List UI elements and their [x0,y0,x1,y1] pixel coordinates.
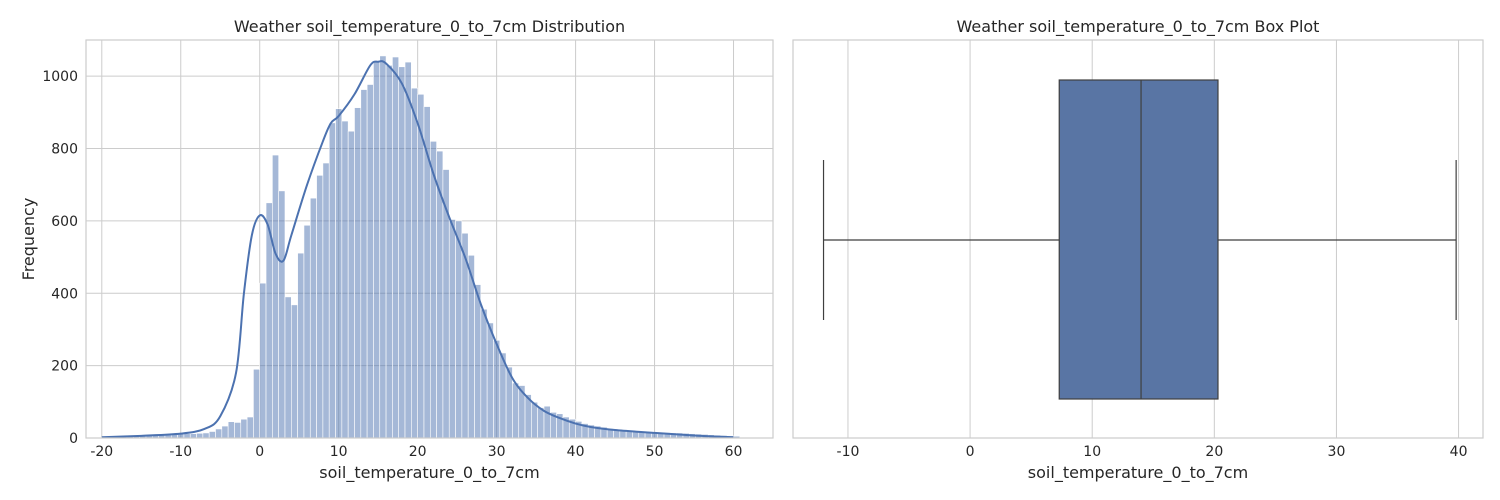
histogram-bar [208,431,216,439]
histogram-bar [309,197,317,439]
x-tick-label: 60 [725,444,743,460]
histogram-bar [202,432,210,439]
interquartile-box [1058,79,1219,400]
histogram-bar [366,84,374,439]
histogram-bar [284,296,292,439]
histogram-bar [297,252,305,439]
x-tick-label: 30 [1328,444,1346,460]
histogram-bar [246,416,254,439]
x-tick-label: 10 [330,444,348,460]
x-tick-label: 20 [1205,444,1223,460]
histogram-bar [303,224,311,439]
histogram-bar [392,56,400,439]
y-tick-label: 600 [51,214,78,230]
histogram-bar [417,93,425,439]
histogram-frame [85,39,774,439]
histogram-bar [493,340,501,439]
histogram-bar [360,89,368,439]
histogram-bar [537,407,545,439]
x-tick-label: 0 [255,444,264,460]
histogram-bar [531,401,538,439]
x-tick-label: -10 [169,444,192,460]
histogram-bar [455,220,463,439]
histogram-bar [486,322,494,439]
histogram-bar [512,382,520,439]
histogram-bar [234,422,242,439]
kde-curve [101,60,734,439]
histogram-bar [278,190,286,439]
histogram-bar [411,87,418,439]
x-tick-label: 30 [488,444,506,460]
histogram-bar [259,282,267,439]
y-axis-label: Frequency [19,198,38,281]
histogram-bar [328,122,336,439]
histogram-bar [215,428,223,439]
x-tick-label: 20 [409,444,427,460]
histogram-bar [347,130,355,439]
histogram-bar [189,433,197,439]
x-tick-label: 0 [966,444,975,460]
x-tick-label: 40 [567,444,585,460]
y-tick-label: 1000 [42,69,78,85]
y-tick-label: 400 [51,286,78,302]
histogram-bar [335,108,343,439]
chart-title: Weather soil_temperature_0_to_7cm Distri… [234,17,625,37]
x-tick-label: 10 [1083,444,1101,460]
histogram-bar [316,175,324,439]
histogram-bar [429,141,437,439]
histogram-bar [291,304,298,439]
histogram-bars [101,55,741,439]
histogram-bar [448,219,456,439]
histogram-bar [227,421,235,439]
y-tick-label: 200 [51,359,78,375]
histogram-bar [373,61,381,439]
chart-title: Weather soil_temperature_0_to_7cm Box Pl… [957,17,1320,37]
histogram-bar [272,154,279,439]
y-tick-label: 0 [69,431,78,447]
histogram-panel: -20 -10 0 10 20 30 40 50 6002004006008001000Weat… [19,17,774,483]
histogram-bar [253,368,261,439]
x-axis-label: soil_temperature_0_to_7cm [1028,463,1248,483]
x-tick-label: -20 [90,444,113,460]
histogram-bar [183,433,191,439]
boxplot-panel: -10 0 10 20 30 40 Weather soil_temperature_0_t… [792,17,1484,483]
histogram-bar [379,55,387,439]
histogram-bar [385,65,393,439]
histogram-bar [474,284,482,439]
boxplot-frame [792,39,1484,439]
x-tick-label: 50 [646,444,664,460]
histogram-bar [398,66,406,439]
histogram-bar [196,432,204,439]
histogram-bar [221,425,229,439]
x-axis-label: soil_temperature_0_to_7cm [319,463,539,483]
histogram-bar [404,61,412,439]
x-tick-label: -10 [837,444,860,460]
histogram-bar [240,418,248,439]
histogram-bar [341,120,349,439]
histogram-bar [480,308,488,439]
x-tick-label: 40 [1450,444,1468,460]
y-tick-label: 800 [51,142,78,158]
histogram-bar [322,162,330,439]
histogram-bar [354,107,362,439]
histogram-bar [625,431,633,439]
